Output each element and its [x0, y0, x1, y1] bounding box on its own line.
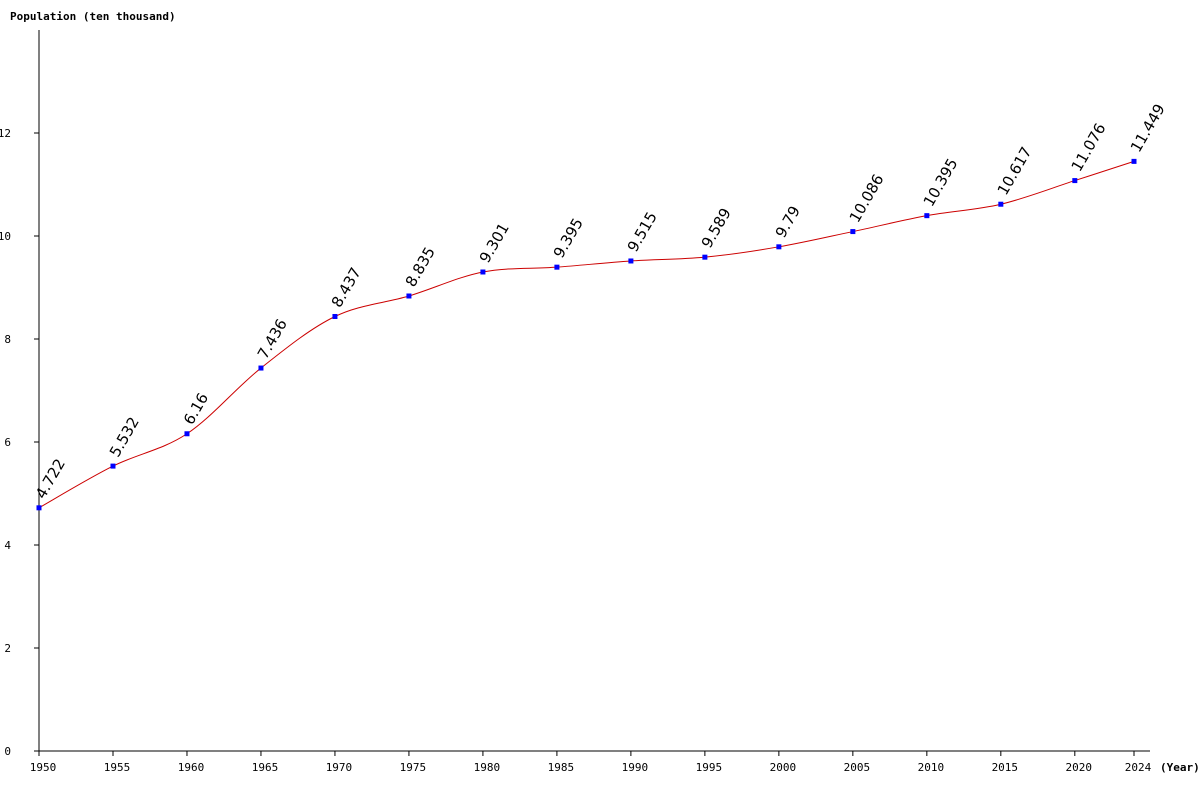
- data-label: 11.449: [1127, 101, 1169, 155]
- data-point: [406, 293, 412, 299]
- data-labels: 4.722 5.532 6.16 7.436 8.437 8.835 9.301 9.395 9…: [32, 101, 1169, 502]
- data-label: 10.617: [994, 144, 1036, 198]
- x-tick-label: 1960: [178, 761, 205, 774]
- data-point: [36, 505, 42, 511]
- data-label: 11.076: [1068, 120, 1110, 174]
- data-label: 9.79: [772, 203, 804, 241]
- data-point: [110, 463, 116, 469]
- y-tick-label: 0: [4, 745, 11, 758]
- x-tick-label: 1995: [696, 761, 723, 774]
- data-label: 5.532: [106, 414, 143, 460]
- x-tick-label: 1950: [30, 761, 57, 774]
- x-tick-label: 1965: [252, 761, 279, 774]
- x-axis-ticks: 1950 1955 1960 1965 1970 1975 1980 1985 1990 1995…: [30, 751, 1152, 774]
- data-label: 9.515: [624, 209, 661, 255]
- y-axis-title: Population (ten thousand): [10, 10, 176, 23]
- x-tick-label: 1955: [104, 761, 131, 774]
- y-tick-label: 6: [4, 436, 11, 449]
- data-label: 9.395: [550, 215, 587, 261]
- data-point: [776, 244, 782, 250]
- x-tick-label: 1980: [474, 761, 501, 774]
- data-label: 9.589: [698, 205, 735, 251]
- x-tick-label: 2024: [1125, 761, 1152, 774]
- x-tick-label: 1970: [326, 761, 353, 774]
- data-point: [702, 254, 708, 260]
- x-axis-title: (Year): [1160, 761, 1200, 774]
- y-tick-label: 8: [4, 333, 11, 346]
- y-tick-label: 10: [0, 230, 11, 243]
- data-label: 10.086: [846, 171, 888, 225]
- x-tick-label: 1990: [622, 761, 649, 774]
- data-point: [184, 431, 190, 437]
- x-tick-label: 2015: [992, 761, 1019, 774]
- x-tick-label: 1985: [548, 761, 575, 774]
- data-label: 9.301: [476, 220, 513, 266]
- data-label: 10.395: [920, 155, 962, 209]
- data-point: [332, 313, 338, 319]
- data-label: 8.437: [328, 264, 365, 310]
- x-tick-label: 2010: [918, 761, 945, 774]
- data-point: [628, 258, 634, 264]
- data-point: [998, 201, 1004, 207]
- data-label: 7.436: [254, 316, 291, 362]
- data-point-markers: [36, 158, 1137, 511]
- y-tick-label: 2: [4, 642, 11, 655]
- y-tick-label: 4: [4, 539, 11, 552]
- data-point: [1072, 178, 1078, 184]
- data-point: [850, 229, 856, 235]
- data-label: 6.16: [180, 390, 212, 428]
- data-point: [480, 269, 486, 275]
- y-tick-label: 12: [0, 127, 11, 140]
- y-axis-ticks: 0 2 4 6 8 10 12: [0, 127, 39, 758]
- x-tick-label: 2005: [844, 761, 871, 774]
- data-point: [1131, 158, 1137, 164]
- x-tick-label: 2000: [770, 761, 797, 774]
- x-tick-label: 2020: [1066, 761, 1093, 774]
- data-label: 8.835: [402, 244, 439, 290]
- data-label: 4.722: [32, 456, 69, 502]
- data-point: [924, 213, 930, 219]
- data-point: [258, 365, 264, 371]
- x-tick-label: 1975: [400, 761, 427, 774]
- population-series-line: [38, 160, 1135, 509]
- data-point: [554, 264, 560, 270]
